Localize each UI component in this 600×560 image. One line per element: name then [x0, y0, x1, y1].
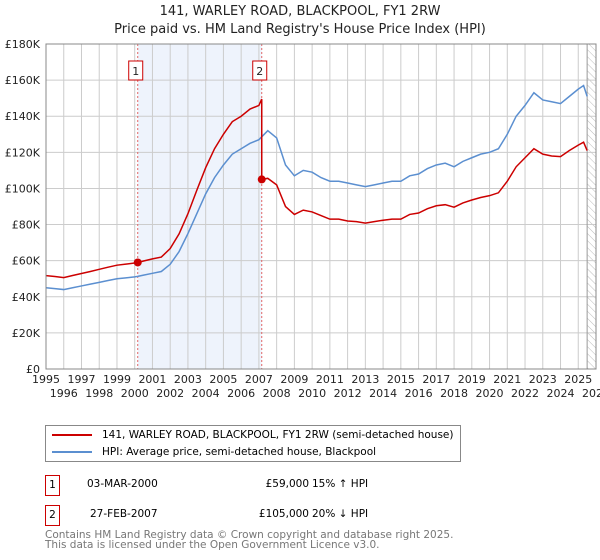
legend-item-property: 141, WARLEY ROAD, BLACKPOOL, FY1 2RW (se… [52, 429, 453, 441]
x-tick-label: 2017 [422, 373, 450, 386]
x-tick-label: 2016 [405, 387, 433, 400]
y-tick-label: £20K [12, 327, 41, 340]
y-tick-label: £60K [12, 255, 41, 268]
x-tick-label: 2011 [316, 373, 344, 386]
price-chart: 1995199619971998199920002001200220032004… [5, 38, 600, 400]
footer-line: Contains HM Land Registry data © Crown c… [45, 529, 454, 541]
x-tick-label: 2025 [564, 373, 592, 386]
y-tick-label: £100K [5, 182, 41, 195]
legend-label: 141, WARLEY ROAD, BLACKPOOL, FY1 2RW (se… [102, 429, 454, 441]
sale-label-box [252, 60, 268, 81]
x-tick-label: 2019 [458, 373, 486, 386]
x-tick-label: 1998 [85, 387, 113, 400]
legend: 141, WARLEY ROAD, BLACKPOOL, FY1 2RW (se… [45, 425, 461, 462]
y-tick-label: £80K [12, 219, 41, 232]
y-tick-label: £40K [12, 291, 41, 304]
x-tick-label: 2003 [174, 373, 202, 386]
x-tick-label: 2023 [529, 373, 557, 386]
sale-label: 2 [256, 65, 263, 78]
legend-label: HPI: Average price, semi-detached house,… [102, 446, 377, 458]
y-tick-label: £0 [26, 363, 40, 376]
x-tick-label: 2013 [351, 373, 379, 386]
x-tick-label: 2008 [263, 387, 291, 400]
y-tick-label: £120K [5, 146, 41, 159]
x-tick-label: 2009 [280, 373, 308, 386]
footer-line: This data is licensed under the Open Gov… [45, 539, 380, 551]
x-tick-label: 1996 [50, 387, 78, 400]
transaction-date: 03-MAR-2000 [87, 478, 158, 490]
sale-label: 1 [132, 65, 139, 78]
forecast-hatch [587, 44, 596, 369]
y-tick-label: £180K [5, 38, 41, 51]
sale-point [133, 258, 142, 267]
legend-swatch-red [52, 434, 92, 436]
transaction-hpi: 15% ↑ HPI [312, 478, 369, 490]
plot-frame [45, 43, 597, 370]
sale-label-box [128, 60, 144, 81]
x-tick-label: 2010 [298, 387, 326, 400]
x-tick-label: 2026 [582, 387, 600, 400]
transaction-badge: 2 [45, 505, 60, 526]
y-tick-label: £160K [5, 74, 41, 87]
chart-subtitle: Price paid vs. HM Land Registry's House … [114, 22, 486, 37]
chart-title: 141, WARLEY ROAD, BLACKPOOL, FY1 2RW [159, 4, 441, 19]
hpi-line [45, 84, 588, 291]
x-tick-label: 2002 [156, 387, 184, 400]
x-tick-label: 2018 [440, 387, 468, 400]
transaction-date: 27-FEB-2007 [90, 508, 158, 520]
transaction-row: 2 27-FEB-2007 £105,000 20% ↓ HPI [45, 505, 485, 526]
x-tick-label: 2000 [121, 387, 149, 400]
x-tick-label: 1995 [32, 373, 60, 386]
x-tick-label: 2005 [209, 373, 237, 386]
y-tick-label: £140K [5, 110, 41, 123]
sale-point [257, 175, 266, 184]
x-tick-label: 2024 [547, 387, 575, 400]
x-tick-label: 2015 [387, 373, 415, 386]
x-tick-label: 2022 [511, 387, 539, 400]
transaction-price: £59,000 [265, 478, 309, 490]
transaction-badge: 1 [45, 475, 60, 496]
transaction-price: £105,000 [258, 508, 309, 520]
x-tick-label: 2004 [192, 387, 220, 400]
x-tick-label: 2006 [227, 387, 255, 400]
x-tick-label: 2012 [334, 387, 362, 400]
x-tick-label: 2001 [138, 373, 166, 386]
transaction-hpi: 20% ↓ HPI [312, 508, 369, 520]
footer: Contains HM Land Registry data © Crown c… [45, 529, 454, 551]
legend-swatch-blue [52, 451, 92, 453]
legend-item-hpi: HPI: Average price, semi-detached house,… [52, 446, 376, 458]
x-tick-label: 1997 [67, 373, 95, 386]
x-tick-label: 2014 [369, 387, 397, 400]
x-tick-label: 2021 [493, 373, 521, 386]
x-tick-label: 1999 [103, 373, 131, 386]
x-tick-label: 2007 [245, 373, 273, 386]
x-tick-label: 2020 [476, 387, 504, 400]
transaction-row: 1 03-MAR-2000 £59,000 15% ↑ HPI [45, 475, 485, 496]
